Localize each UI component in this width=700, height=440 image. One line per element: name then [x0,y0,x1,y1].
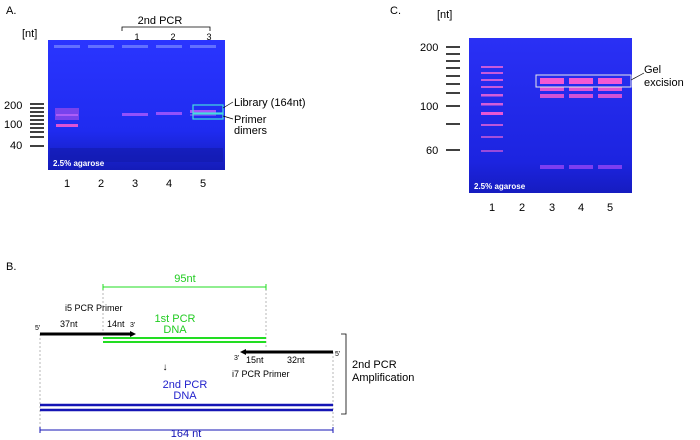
label-second-pcr-2: DNA [173,390,197,402]
gel-c-ladder-scale [446,46,460,151]
gel-a-primer-front [50,148,223,162]
i5-primer-arrowhead [130,331,136,337]
gel-a-lane-5-band-lower [190,114,216,116]
panel-a-header: 2nd PCR [138,15,183,27]
panel-a-sublane-3: 3 [206,32,211,42]
gel-c-lane-label-1: 1 [489,202,495,214]
panel-a-label: A. [6,5,16,17]
gel-a-well-3 [122,45,148,48]
label-i7-primer: i7 PCR Primer [232,369,290,379]
gel-a-ladder-band-200 [56,114,78,116]
annotation-box-primer [192,113,224,120]
label-amplification-2: Amplification [352,372,414,384]
panel-a-sublane-1: 1 [134,32,139,42]
gel-c-tick-60: 60 [426,145,438,157]
callout-line-library [222,101,234,109]
panel-c: C. [nt] [390,5,684,214]
gel-c-lane-5 [598,78,622,169]
gel-c-tick-200: 200 [420,42,438,54]
gel-a-lane-label-5: 5 [200,178,206,190]
label-amplification-1: 2nd PCR [352,359,397,371]
gel-a-ladder-band-100 [56,124,78,127]
panel-b-label: B. [6,261,16,273]
panel-a-header-bracket [121,26,211,31]
gel-a-agarose-label: 2.5% agarose [53,159,105,168]
gel-a-well-4 [156,45,182,48]
amplification-bracket [341,333,347,415]
down-arrow-icon: ↓ [163,362,168,373]
label-second-pcr-1: 2nd PCR [163,379,208,391]
label-5prime-i7: 5' [335,351,340,358]
label-32nt: 32nt [287,355,305,365]
gel-a-lane-label-1: 1 [64,178,70,190]
panel-a: A. [nt] 2nd PCR 1 2 3 2.5% agarose [4,5,306,190]
gel-a-lane-label-4: 4 [166,178,172,190]
label-first-pcr-1: 1st PCR [155,313,196,325]
gel-a-tick-200: 200 [4,100,22,112]
gel-a-lane-3-band [122,113,148,116]
label-i5-primer: i5 PCR Primer [65,303,123,313]
label-14nt: 14nt [107,319,125,329]
label-37nt: 37nt [60,319,78,329]
gel-c [469,38,632,193]
gel-a-tick-40: 40 [10,140,22,152]
gel-c-lane-4 [569,78,593,169]
panel-b: B. 95nt i5 PCR Primer 37nt 14nt 5' 3' 1s… [6,261,414,440]
label-first-pcr-2: DNA [163,324,187,336]
gel-a-well-5 [190,45,216,48]
gel-c-tick-100: 100 [420,101,438,113]
annotation-box-library [192,104,224,114]
gel-a-ladder-scale [30,103,44,147]
callout-line-primer [222,115,234,120]
annotation-primer-1: Primer [234,114,267,126]
gel-a-lane-4-band [156,112,182,115]
label-164nt: 164 nt [171,428,202,440]
gel-a-lane-label-2: 2 [98,178,104,190]
gel-a-lane-5-band [190,110,216,113]
annotation-primer-2: dimers [234,125,268,137]
gel-c-lane-3 [540,78,564,169]
gel-c-lane-label-3: 3 [549,202,555,214]
gel-a-well-1 [54,45,80,48]
i7-primer-arrowhead [240,349,246,355]
gel-a-lane-label-3: 3 [132,178,138,190]
label-15nt: 15nt [246,355,264,365]
panel-c-unit: [nt] [437,9,452,21]
panel-c-label: C. [390,5,401,17]
label-3prime-i7: 3' [234,355,239,362]
label-5prime-i5: 5' [35,325,40,332]
gel-a-well-2 [88,45,114,48]
label-95nt: 95nt [174,273,195,285]
annotation-gel: Gel [644,64,661,76]
annotation-excision: excision [644,77,684,89]
gel-c-lane-label-4: 4 [578,202,584,214]
gel-c-lane-label-2: 2 [519,202,525,214]
gel-a-tick-100: 100 [4,119,22,131]
panel-a-unit: [nt] [22,28,37,40]
callout-line-excision [630,72,645,81]
panel-a-sublane-2: 2 [170,32,175,42]
gel-c-ladder-lane [481,66,503,152]
gel-c-agarose-label: 2.5% agarose [474,182,526,191]
gel-c-lane-label-5: 5 [607,202,613,214]
gel-excision-box [535,74,632,88]
label-3prime-i5: 3' [130,322,135,329]
annotation-library: Library (164nt) [234,97,306,109]
